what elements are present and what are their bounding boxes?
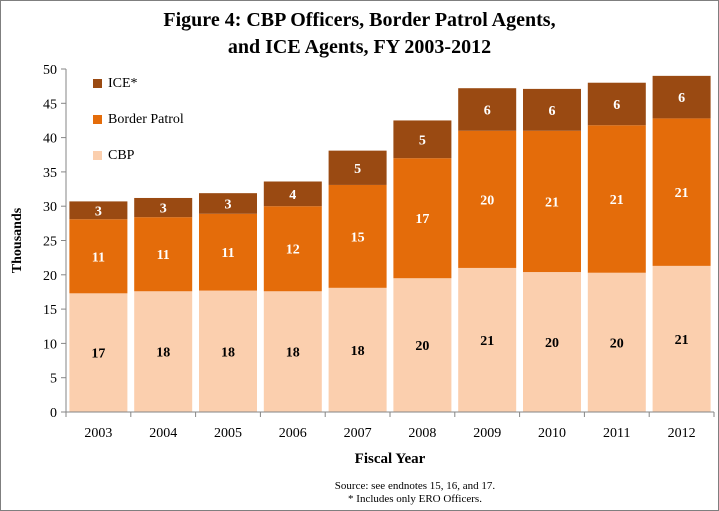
data-label-borderpatrol-2009: 20 [480,193,494,208]
data-label-ice-2010: 6 [549,104,556,119]
bar-segment-borderpatrol-2012 [652,118,711,266]
bar-segment-cbp-2010 [523,272,581,412]
bar-segment-ice-2010 [523,88,581,131]
bar-segment-ice-2012 [652,75,711,119]
data-label-cbp-2011: 20 [610,336,624,351]
source-note: Source: see endnotes 15, 16, and 17. [334,480,496,492]
x-tick-label: 2012 [668,426,696,441]
legend-label-border-patrol: Border Patrol [108,112,184,127]
bar-segment-borderpatrol-2007 [328,184,387,288]
chart-title-line-1: Figure 4: CBP Officers, Border Patrol Ag… [163,9,556,31]
y-tick-label: 5 [50,372,57,387]
data-label-borderpatrol-2008: 17 [415,212,429,227]
data-label-cbp-2008: 20 [415,339,429,354]
bar-segment-cbp-2006 [263,291,322,412]
bar-segment-cbp-2004 [134,291,193,412]
bar-segment-ice-2011 [587,82,646,126]
data-label-borderpatrol-2003: 11 [92,250,105,265]
bar-segment-borderpatrol-2008 [393,158,452,279]
bar-segment-ice-2004 [134,197,193,218]
x-tick-label: 2011 [603,426,630,441]
data-label-borderpatrol-2011: 21 [610,193,624,208]
bar-segment-cbp-2007 [328,287,387,412]
bar-segment-ice-2007 [328,150,387,185]
data-label-cbp-2003: 17 [91,347,105,362]
data-label-borderpatrol-2012: 21 [675,186,689,201]
y-tick-label: 0 [50,406,57,421]
bar-segment-ice-2003 [69,201,128,220]
bar-segment-borderpatrol-2010 [523,130,581,273]
x-tick-label: 2007 [344,426,372,441]
x-tick-label: 2006 [279,426,307,441]
data-label-cbp-2012: 21 [675,333,689,348]
y-axis-title: Thousands [10,207,25,273]
x-tick-label: 2003 [84,426,112,441]
y-tick-label: 50 [43,63,57,78]
bar-segment-cbp-2005 [199,290,257,412]
y-tick-label: 20 [43,269,57,284]
legend-swatch-ice [93,79,102,88]
y-tick-label: 45 [43,97,57,112]
data-label-ice-2009: 6 [484,103,491,118]
y-tick-label: 40 [43,132,57,147]
data-label-ice-2005: 3 [225,197,232,212]
chart-title-line-2: and ICE Agents, FY 2003-2012 [227,36,492,58]
x-axis-title: Fiscal Year [355,451,426,467]
data-label-ice-2006: 4 [289,188,296,203]
y-tick-label: 25 [43,235,57,250]
bar-segment-ice-2006 [263,181,322,207]
data-label-cbp-2009: 21 [480,334,494,349]
bar-segment-ice-2009 [458,88,517,131]
data-label-cbp-2004: 18 [156,346,170,361]
bar-segment-borderpatrol-2011 [587,125,646,273]
data-label-borderpatrol-2010: 21 [545,195,559,210]
bar-segment-borderpatrol-2005 [199,213,257,291]
data-label-ice-2003: 3 [95,204,102,219]
x-tick-label: 2004 [149,426,177,441]
legend-swatch-border-patrol [93,115,102,124]
data-label-cbp-2010: 20 [545,336,559,351]
bar-segment-borderpatrol-2003 [69,219,128,294]
x-tick-label: 2005 [214,426,242,441]
legend-label-cbp: CBP [108,148,135,163]
bar-segment-cbp-2003 [69,293,128,412]
bar-segment-ice-2005 [199,193,257,214]
y-tick-label: 35 [43,166,57,181]
data-label-ice-2008: 5 [419,133,426,148]
data-label-ice-2004: 3 [160,202,167,217]
data-label-ice-2011: 6 [613,98,620,113]
bar-segment-cbp-2009 [458,267,517,412]
data-label-borderpatrol-2004: 11 [157,248,170,263]
x-tick-label: 2009 [473,426,501,441]
bar-segment-cbp-2012 [652,265,711,412]
data-label-cbp-2005: 18 [221,345,235,360]
y-tick-label: 15 [43,303,57,318]
x-tick-label: 2010 [538,426,566,441]
legend-swatch-cbp [93,151,102,160]
bar-segment-ice-2008 [393,120,452,159]
data-label-ice-2007: 5 [354,162,361,177]
data-label-cbp-2006: 18 [286,346,300,361]
y-tick-label: 10 [43,337,57,352]
y-tick-label: 30 [43,200,57,215]
footnote: * Includes only ERO Officers. [348,493,482,505]
data-label-borderpatrol-2006: 12 [286,243,300,258]
bar-segment-borderpatrol-2004 [134,217,193,292]
x-tick-label: 2008 [408,426,436,441]
data-label-cbp-2007: 18 [351,344,365,359]
bar-segment-borderpatrol-2009 [458,130,517,268]
data-label-ice-2012: 6 [678,91,685,106]
bar-segment-cbp-2011 [587,272,646,412]
data-label-borderpatrol-2005: 11 [221,246,234,261]
bar-segment-cbp-2008 [393,278,452,412]
data-label-borderpatrol-2007: 15 [351,230,365,245]
legend-label-ice: ICE* [108,76,138,91]
bar-segment-borderpatrol-2006 [263,206,322,292]
